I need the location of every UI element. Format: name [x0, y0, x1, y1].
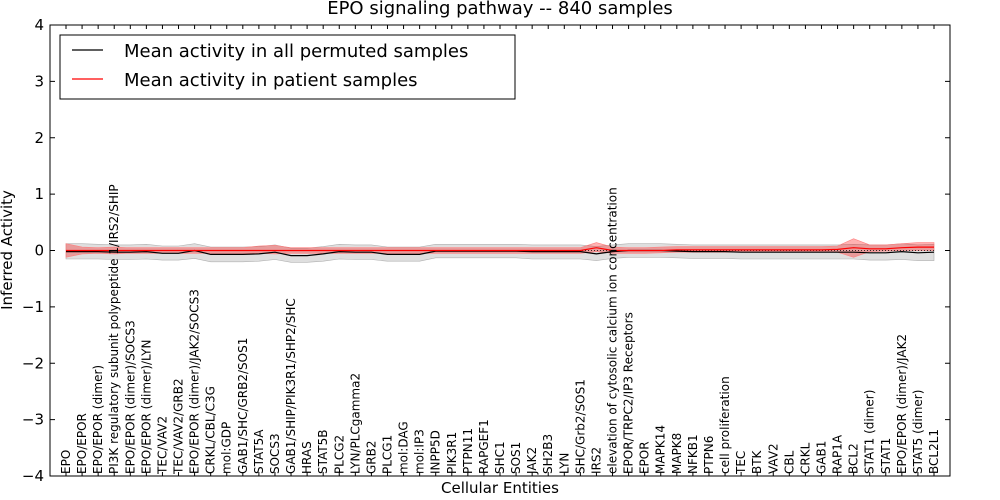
category-label: LYN/PLCgamma2 [348, 373, 362, 474]
category-label: HRAS [300, 441, 314, 474]
category-label: STAT1 [879, 438, 893, 474]
chart-title: EPO signaling pathway -- 840 samples [327, 0, 673, 19]
y-tick-label: 3 [34, 72, 44, 90]
category-label: BTK [750, 449, 764, 474]
category-label: PLCG2 [332, 435, 346, 474]
y-tick-label: 1 [34, 185, 44, 203]
category-label: EPO/EPOR [75, 413, 89, 474]
category-label: INPP5D [429, 430, 443, 474]
y-tick-label: −3 [22, 411, 44, 429]
category-label: SH2B3 [541, 434, 555, 474]
category-label: RAPGEF1 [477, 419, 491, 474]
category-label: STAT5B [316, 430, 330, 475]
category-label: TEC/VAV2/GRB2 [172, 378, 186, 475]
category-label: mol:DAG [397, 421, 411, 474]
category-label: CRKL [798, 442, 812, 474]
category-label: IRS2 [589, 447, 603, 474]
category-label: EPO/EPOR (dimer)/JAK2/SOCS3 [188, 289, 202, 474]
category-label: TEC/VAV2 [155, 416, 169, 475]
category-label: NFKB1 [686, 434, 700, 474]
category-label: EPO/EPOR (dimer) [91, 365, 105, 474]
category-label: CBL [782, 450, 796, 474]
category-label: elevation of cytosolic calcium ion conce… [606, 187, 620, 474]
category-label: EPOR/TRPC2/IP3 Receptors [622, 312, 636, 474]
y-axis-label: Inferred Activity [0, 190, 16, 310]
category-label: PTPN11 [461, 428, 475, 474]
category-label: EPO/EPOR (dimer)/LYN [139, 340, 153, 474]
y-tick-label: 2 [34, 129, 44, 147]
y-tick-label: −4 [22, 467, 44, 485]
series-lines [66, 246, 935, 257]
y-tick-label: 4 [34, 16, 44, 34]
y-tick-label: −2 [22, 354, 44, 372]
x-axis-label: Cellular Entities [441, 479, 559, 497]
category-label: SHC/Grb2/SOS1 [573, 379, 587, 474]
category-label: RAP1A [831, 434, 845, 474]
category-label: PIK3R1 [445, 432, 459, 474]
legend-box [59, 34, 516, 100]
category-label: VAV2 [766, 443, 780, 474]
category-label: mol:GDP [220, 422, 234, 474]
category-label: CRKL/CBL/C3G [204, 386, 218, 474]
category-label: GAB1/SHIP/PIK3R1/SHP2/SHC [284, 298, 298, 474]
y-axis: −4 −3 −2 −1 0 1 2 3 4 [22, 16, 950, 485]
x-axis [65, 25, 935, 476]
category-label: GRB2 [364, 440, 378, 474]
category-label: mol:IP3 [413, 429, 427, 474]
category-label: JAK2 [525, 447, 539, 475]
category-label: EPO/EPOR (dimer)/JAK2 [895, 334, 909, 474]
category-label: GAB1/SHC/GRB2/SOS1 [236, 338, 250, 474]
category-label: EPO/EPOR (dimer)/SOCS3 [123, 320, 137, 474]
category-label: LYN [557, 453, 571, 474]
category-label: STAT1 (dimer) [863, 390, 877, 474]
category-label: SHC1 [493, 441, 507, 474]
category-label: EPOR [638, 441, 652, 474]
category-label: BCL2 [847, 443, 861, 474]
legend-label-permuted: Mean activity in all permuted samples [124, 41, 468, 62]
category-label: PI3K regulatory subunit polypeptide 1/IR… [107, 184, 121, 474]
category-label: GAB1 [815, 441, 829, 474]
category-label: TEC [734, 451, 748, 475]
category-label: STAT5A [252, 429, 266, 474]
category-label: SOCS3 [268, 433, 282, 474]
legend: Mean activity in all permuted samples Me… [59, 34, 516, 100]
category-label: BCL2L1 [927, 429, 941, 474]
y-tick-label: −1 [22, 298, 44, 316]
confidence-bands [65, 238, 935, 263]
series-line-patient [66, 246, 934, 252]
category-label: cell proliferation [718, 376, 732, 474]
category-label: MAPK8 [670, 433, 684, 474]
category-labels: EPO EPO/EPOR EPO/EPOR (dimer) PI3K regulato… [59, 184, 941, 475]
category-label: STAT5 (dimer) [911, 390, 925, 474]
category-label: PTPN6 [702, 436, 716, 474]
category-label: EPO [59, 450, 73, 474]
category-label: SOS1 [509, 442, 523, 474]
y-tick-label: 0 [34, 242, 44, 260]
category-label: MAPK14 [654, 425, 668, 474]
category-label: PLCG1 [381, 435, 395, 474]
legend-label-patient: Mean activity in patient samples [124, 70, 418, 91]
